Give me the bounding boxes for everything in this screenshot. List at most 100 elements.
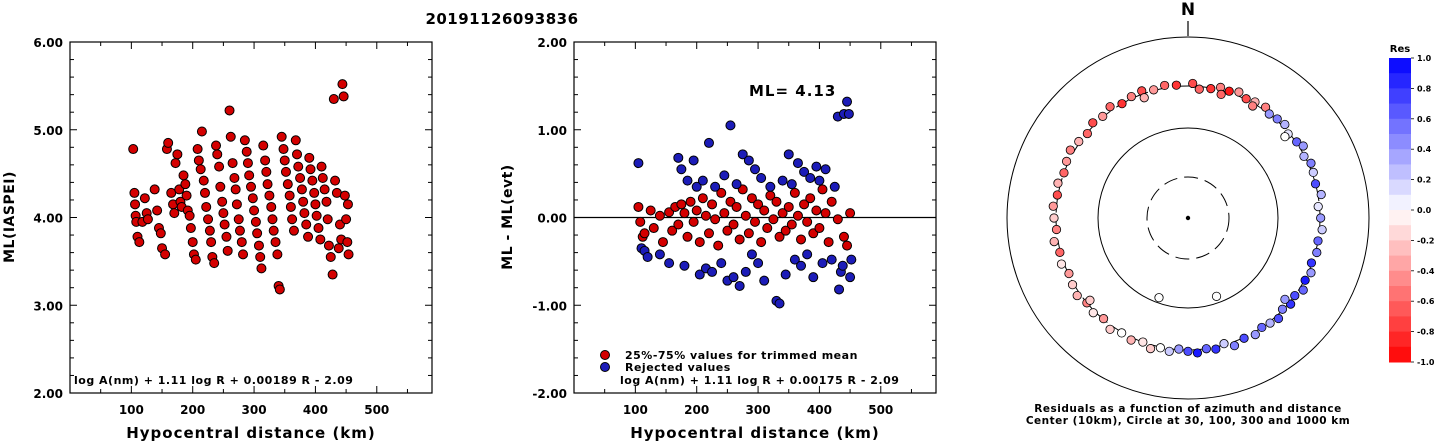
data-point bbox=[280, 166, 291, 177]
north-label: N bbox=[1181, 0, 1195, 20]
data-point bbox=[654, 210, 665, 221]
polar-point bbox=[1126, 91, 1136, 102]
data-point bbox=[682, 231, 693, 242]
data-point bbox=[287, 214, 298, 225]
circle-1000km bbox=[1006, 36, 1370, 400]
data-point bbox=[155, 228, 166, 239]
data-point bbox=[342, 199, 353, 210]
data-point bbox=[239, 135, 250, 146]
polar-point bbox=[1098, 314, 1109, 324]
data-point bbox=[187, 237, 198, 248]
plot1-frame bbox=[69, 41, 433, 394]
data-point bbox=[845, 272, 856, 283]
colorbar-cell bbox=[1389, 331, 1411, 348]
data-point bbox=[740, 266, 751, 277]
data-point bbox=[322, 214, 333, 225]
data-point bbox=[274, 284, 285, 295]
polar-point bbox=[1272, 114, 1282, 124]
data-point bbox=[170, 158, 181, 169]
data-point bbox=[703, 228, 714, 239]
data-point bbox=[292, 149, 303, 160]
data-point bbox=[341, 214, 352, 225]
data-point bbox=[227, 158, 238, 169]
colorbar-tick-label: -0.2 bbox=[1417, 236, 1435, 245]
data-point bbox=[252, 228, 263, 239]
data-point bbox=[290, 135, 301, 146]
data-point bbox=[750, 164, 760, 175]
data-point bbox=[759, 205, 770, 216]
polar-point bbox=[1201, 344, 1211, 354]
colorbar-cell bbox=[1389, 134, 1411, 150]
data-point bbox=[276, 131, 287, 142]
plot2-x-axis-label: Hypocentral distance (km) bbox=[630, 424, 880, 441]
polar-point bbox=[1064, 268, 1074, 279]
legend-marker-rejected bbox=[600, 362, 610, 372]
polar-point bbox=[1061, 156, 1072, 166]
data-point bbox=[303, 231, 314, 242]
data-point bbox=[716, 187, 727, 198]
data-point bbox=[645, 205, 656, 216]
colorbar-cell bbox=[1389, 88, 1411, 105]
data-point bbox=[178, 170, 189, 181]
data-point bbox=[241, 146, 252, 157]
data-point bbox=[753, 258, 764, 269]
plot2-legend: 25%-75% values for trimmed mean Rejected… bbox=[600, 349, 857, 374]
data-point bbox=[716, 258, 727, 269]
polar-point bbox=[1194, 84, 1204, 94]
polar-point bbox=[1117, 328, 1127, 338]
data-point bbox=[172, 149, 183, 160]
data-point bbox=[242, 158, 253, 169]
data-point bbox=[694, 237, 705, 248]
polar-point bbox=[1316, 213, 1326, 223]
data-point bbox=[247, 193, 258, 204]
data-point bbox=[633, 201, 644, 212]
residual-vs-distance-plot: 100 200 300 400 500 -2.00 -1.00 0.00 1.00 2.00 ML… bbox=[500, 36, 937, 442]
data-point bbox=[685, 196, 696, 207]
polar-point bbox=[1257, 322, 1267, 333]
data-point bbox=[260, 155, 271, 166]
y-tick-label: 5.00 bbox=[33, 124, 63, 138]
data-point bbox=[258, 140, 269, 151]
data-point bbox=[193, 155, 204, 166]
data-point bbox=[734, 280, 745, 291]
data-point bbox=[826, 196, 837, 207]
data-point bbox=[774, 231, 785, 242]
data-point bbox=[181, 190, 192, 201]
polar-point bbox=[1164, 346, 1174, 356]
polar-point bbox=[1174, 344, 1184, 354]
data-point bbox=[204, 225, 215, 236]
colorbar-tick-label: 0.8 bbox=[1417, 84, 1432, 93]
data-point bbox=[134, 237, 145, 248]
polar-point bbox=[1216, 89, 1226, 99]
colorbar-ticks: 1.0 0.8 0.6 0.4 0.2 0.0 -0.2 -0.4 -0.6 -0.8 -1.0 bbox=[1411, 54, 1435, 367]
colorbar-cell bbox=[1389, 240, 1411, 257]
data-point bbox=[777, 208, 788, 219]
data-point bbox=[301, 219, 312, 230]
polar-point bbox=[1074, 136, 1084, 147]
data-point bbox=[128, 144, 139, 155]
data-point bbox=[837, 260, 848, 271]
magnitude-vs-distance-plot: 100 200 300 400 500 2.00 3.00 4.00 5.00 6.00 log … bbox=[2, 36, 433, 442]
plot1-x-axis-label: Hypocentral distance (km) bbox=[126, 424, 376, 441]
data-point bbox=[826, 254, 837, 265]
data-point bbox=[234, 225, 245, 236]
data-point bbox=[722, 225, 733, 236]
data-point bbox=[282, 179, 293, 190]
data-point bbox=[688, 216, 699, 227]
data-point bbox=[284, 190, 295, 201]
data-point bbox=[845, 208, 856, 219]
polar-point bbox=[1241, 94, 1251, 104]
data-point bbox=[198, 175, 209, 186]
data-point bbox=[196, 126, 207, 137]
data-point bbox=[829, 181, 840, 192]
colorbar-cell bbox=[1389, 58, 1411, 74]
colorbar-cells bbox=[1389, 58, 1411, 363]
data-point bbox=[792, 158, 803, 169]
data-point bbox=[820, 164, 831, 175]
data-point bbox=[337, 79, 348, 90]
data-point bbox=[184, 210, 195, 221]
data-point bbox=[338, 91, 349, 102]
colorbar-cell bbox=[1389, 164, 1411, 181]
polar-point bbox=[1250, 329, 1260, 340]
colorbar-tick-label: 0.0 bbox=[1417, 206, 1432, 215]
